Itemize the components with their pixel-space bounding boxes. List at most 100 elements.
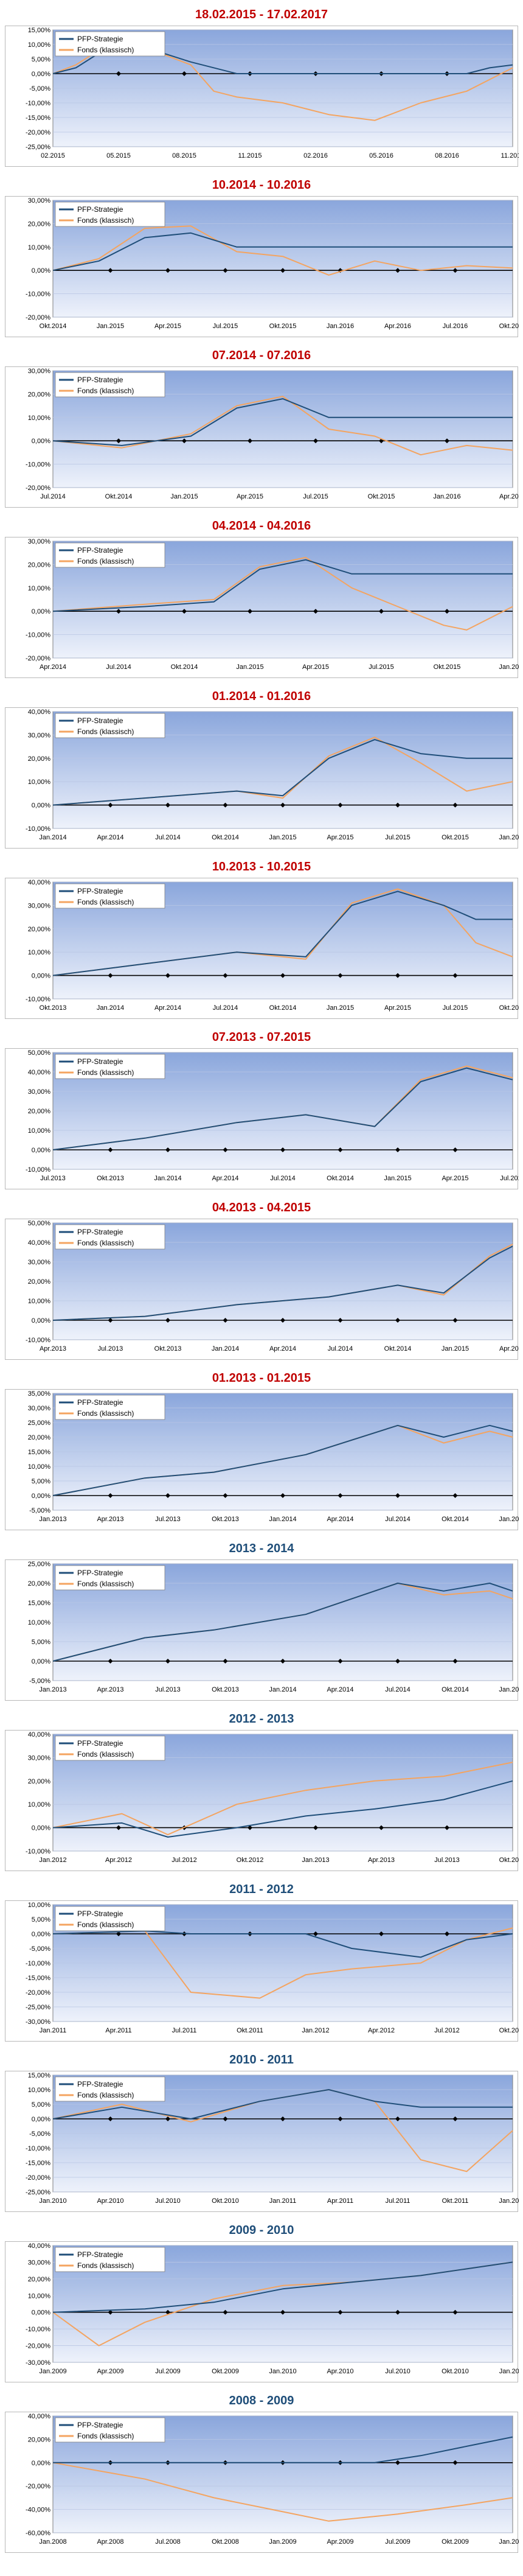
chart-frame: -20,00% -10,00% 0,00% 10,00% 20,00% 30,00% Apr… (5, 537, 519, 678)
x-tick-label: Jul.2015 (213, 323, 238, 330)
x-tick-label: Apr.2015 (499, 1345, 519, 1353)
x-tick-label: Apr.2011 (105, 2027, 131, 2034)
x-tick-label: Okt.2014 (327, 1175, 354, 1182)
y-tick-label: 40,00% (28, 879, 51, 886)
legend-box (55, 713, 165, 738)
y-tick-label: 10,00% (28, 41, 51, 49)
zero-marker (395, 973, 400, 978)
x-tick-label: Okt.2013 (212, 1516, 239, 1523)
x-tick-label: Jan.2010 (499, 2538, 519, 2546)
zero-marker (395, 1147, 400, 1152)
x-tick-label: Okt.2014 (105, 493, 133, 500)
series-line-pfp (52, 1583, 513, 1662)
y-tick-label: -25,00% (26, 2189, 50, 2196)
x-tick-label: Apr.2011 (327, 2197, 353, 2205)
zero-marker (452, 2460, 458, 2465)
x-tick-label: Okt.2013 (97, 1175, 124, 1182)
zero-marker (338, 802, 343, 808)
x-tick-label: Jan.2014 (154, 1175, 181, 1182)
y-tick-label: 50,00% (28, 1049, 51, 1057)
y-tick-label: 10,00% (28, 1619, 51, 1626)
y-tick-label: -60,00% (26, 2530, 50, 2537)
zero-marker (223, 802, 228, 808)
y-tick-label: 10,00% (28, 415, 51, 422)
y-tick-label: -20,00% (26, 129, 50, 136)
y-tick-label: 50,00% (28, 1220, 51, 1227)
legend-label: Fonds (klassisch) (77, 2091, 134, 2099)
y-tick-label: 10,00% (28, 2292, 51, 2300)
y-tick-label: 0,00% (32, 2116, 50, 2123)
zero-marker (165, 1318, 170, 1323)
x-tick-label: Jan.2011 (499, 2368, 519, 2375)
x-tick-label: Jul.2013 (98, 1345, 123, 1353)
legend-label: Fonds (klassisch) (77, 2432, 134, 2440)
y-tick-label: 10,00% (28, 585, 51, 592)
y-tick-label: 40,00% (28, 2242, 51, 2250)
x-tick-label: Jan.2014 (39, 834, 66, 841)
x-tick-label: Okt.2014 (442, 1686, 469, 1693)
chart-title: 2013 - 2014 (229, 1542, 294, 1555)
x-tick-label: Jan.2015 (499, 1686, 519, 1693)
x-tick-label: Okt.2013 (40, 1004, 67, 1012)
zero-marker (379, 1825, 384, 1830)
zero-marker (108, 2116, 113, 2121)
chart-svg: -10,00% 0,00% 10,00% 20,00% 30,00% 40,00% Okt.… (26, 879, 519, 1012)
x-tick-label: Jan.2009 (269, 2538, 296, 2546)
zero-marker (452, 1318, 458, 1323)
y-tick-label: 10,00% (28, 244, 51, 251)
zero-marker (108, 973, 113, 978)
zero-marker (108, 802, 113, 808)
series-line-fonds (52, 556, 513, 631)
chart-svg: -20,00% -10,00% 0,00% 10,00% 20,00% 30,00% Jul… (26, 368, 519, 500)
y-tick-label: 15,00% (28, 1449, 51, 1456)
x-tick-label: Jan.2016 (499, 663, 519, 671)
y-tick-label: 30,00% (28, 1259, 51, 1266)
x-tick-label: Apr.2013 (97, 1516, 123, 1523)
x-tick-label: Okt.2013 (499, 1857, 519, 1864)
series-line-fonds (52, 1927, 513, 1999)
series-line-fonds (52, 2462, 513, 2522)
x-tick-label: Apr.2016 (384, 323, 411, 330)
y-tick-label: -10,00% (26, 1848, 50, 1855)
x-tick-label: Jul.2015 (369, 663, 394, 671)
x-tick-label: Okt.2010 (442, 2368, 469, 2375)
zero-marker (116, 1825, 121, 1830)
zero-marker (338, 1318, 343, 1323)
x-tick-label: Jan.2011 (40, 2027, 66, 2034)
x-tick-label: 02.2015 (41, 152, 65, 159)
y-tick-label: 10,00% (28, 1298, 51, 1305)
zero-marker (395, 1318, 400, 1323)
x-tick-label: Apr.2015 (302, 663, 329, 671)
legend-label: PFP-Strategie (77, 1909, 123, 1918)
y-tick-label: 5,00% (32, 56, 50, 63)
series-line-pfp (52, 739, 513, 806)
chart-title: 04.2013 - 04.2015 (212, 1201, 311, 1214)
legend-label: PFP-Strategie (77, 2250, 123, 2259)
y-tick-label: -40,00% (26, 2507, 50, 2514)
legend-label: PFP-Strategie (77, 1569, 123, 1577)
x-tick-label: Okt.2009 (212, 2368, 239, 2375)
x-tick-label: Jan.2015 (499, 1516, 519, 1523)
chart-frame: -5,00% 0,00% 5,00% 10,00% 15,00% 20,00% 25,00%… (5, 1389, 519, 1530)
x-tick-label: Okt.2012 (237, 1857, 264, 1864)
zero-marker (395, 2460, 400, 2465)
x-tick-label: Okt.2015 (499, 1004, 519, 1012)
x-tick-label: Jul.2014 (328, 1345, 353, 1353)
legend-label: PFP-Strategie (77, 2080, 123, 2088)
y-tick-label: 30,00% (28, 2259, 51, 2266)
y-tick-label: 15,00% (28, 27, 51, 34)
y-tick-label: 15,00% (28, 1600, 51, 1607)
chart-title: 2012 - 2013 (229, 1712, 294, 1726)
x-tick-label: Apr.2014 (212, 1175, 238, 1182)
zero-marker (280, 2309, 285, 2315)
x-tick-label: Apr.2013 (40, 1345, 66, 1353)
y-tick-label: 20,00% (28, 561, 51, 569)
y-tick-label: 40,00% (28, 1239, 51, 1247)
series-line-pfp (52, 398, 513, 446)
zero-marker (223, 1147, 228, 1152)
zero-marker (108, 268, 113, 273)
series-line-pfp (52, 1780, 513, 1838)
legend-box (55, 2076, 165, 2102)
x-tick-label: Apr.2010 (327, 2368, 353, 2375)
